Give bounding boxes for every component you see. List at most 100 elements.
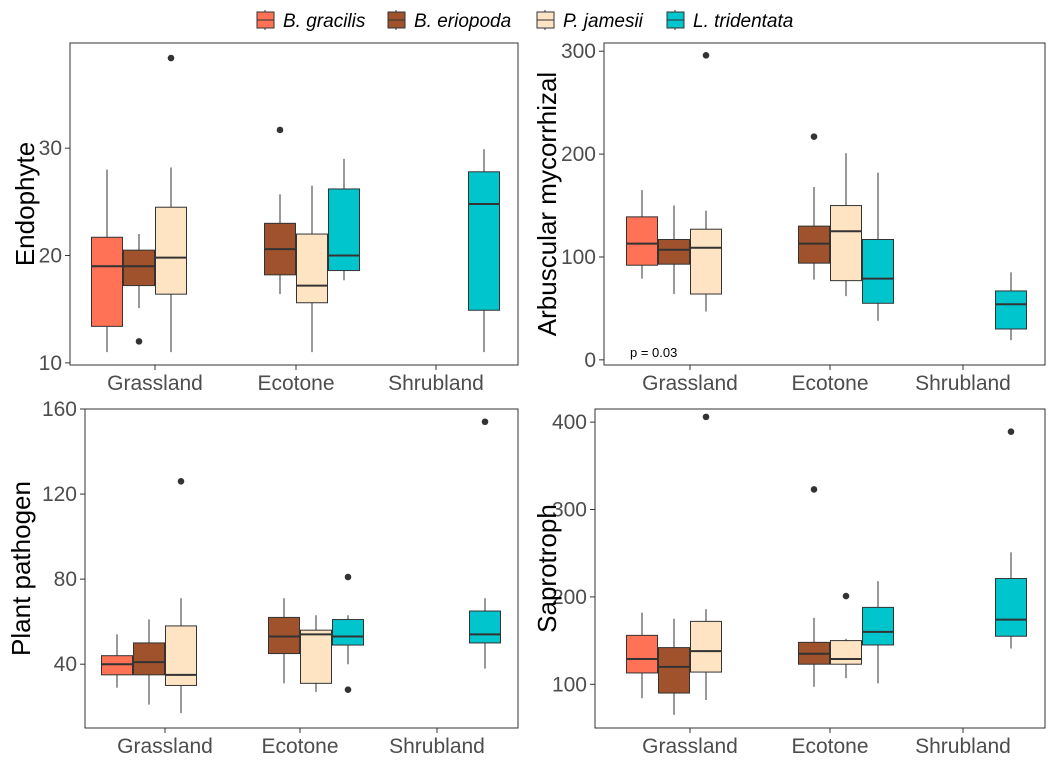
x-tick-label-shrubland: Shrubland <box>915 372 1011 395</box>
box-grassland-b-gracilis <box>101 634 133 688</box>
box-grassland-b-gracilis <box>626 612 658 699</box>
x-tick-label-shrubland: Shrubland <box>389 735 485 758</box>
x-tick-label-ecotone: Ecotone <box>257 372 334 395</box>
legend-label-b-gracilis: B. gracilis <box>283 11 366 32</box>
box-ecotone-b-eriopoda <box>798 133 830 280</box>
box-grassland-p-jamesii <box>165 478 197 714</box>
y-tick-label: 160 <box>42 398 77 421</box>
box-grassland-b-gracilis <box>91 169 123 353</box>
x-tick-label-grassland: Grassland <box>117 735 213 758</box>
legend-item-b-gracilis: B. gracilis <box>256 10 366 32</box>
box-ecotone-b-eriopoda <box>798 486 830 687</box>
iqr-box <box>690 228 722 295</box>
legend-item-p-jamesii: P. jamesii <box>536 10 644 32</box>
y-tick-label: 30 <box>39 137 62 160</box>
iqr-box <box>296 233 328 304</box>
outlier-point <box>344 573 352 581</box>
iqr-box <box>995 290 1027 330</box>
iqr-box <box>626 216 658 266</box>
y-tick-label: 200 <box>561 143 596 166</box>
x-tick-label-shrubland: Shrubland <box>915 735 1011 758</box>
iqr-box <box>626 634 658 674</box>
p-value-annotation: p = 0.03 <box>630 345 677 360</box>
iqr-box <box>658 647 690 694</box>
iqr-box <box>91 236 123 327</box>
y-axis-title: Plant pathogen <box>6 481 36 656</box>
box-ecotone-b-eriopoda <box>268 598 300 684</box>
iqr-box <box>690 620 722 673</box>
iqr-box <box>862 238 894 304</box>
iqr-box <box>798 225 830 264</box>
y-tick-label: 80 <box>54 568 77 591</box>
box-grassland-b-eriopoda <box>133 619 165 705</box>
y-tick-label: 300 <box>561 40 596 63</box>
y-tick-label: 10 <box>39 352 62 375</box>
y-axis-title: Endophyte <box>10 142 40 266</box>
plot-border <box>594 408 1046 729</box>
iqr-box <box>165 625 197 686</box>
x-tick-label-ecotone: Ecotone <box>261 735 338 758</box>
box-shrubland-l-tridentata <box>995 428 1027 649</box>
box-ecotone-l-tridentata <box>332 573 364 694</box>
plot-border <box>69 42 519 366</box>
y-tick-label: 300 <box>552 499 587 522</box>
legend-item-l-tridentata: L. tridentata <box>666 10 793 32</box>
box-ecotone-p-jamesii <box>296 185 328 353</box>
box-ecotone-b-eriopoda <box>264 126 296 295</box>
y-tick-label: 100 <box>561 246 596 269</box>
iqr-box <box>469 610 501 644</box>
box-ecotone-l-tridentata <box>328 158 360 281</box>
legend: B. gracilis B. eriopoda P. jamesii L. tr… <box>256 10 793 32</box>
box-ecotone-p-jamesii <box>300 615 332 692</box>
plot-border <box>84 408 519 729</box>
x-tick-label-ecotone: Ecotone <box>791 735 868 758</box>
outlier-point <box>276 126 284 134</box>
outlier-point <box>702 413 710 421</box>
panel-endophyte: 10 20 30 Grassland Ecotone Shrubland Endophyte <box>10 42 519 395</box>
box-grassland-b-eriopoda <box>658 618 690 715</box>
legend-label-p-jamesii: P. jamesii <box>563 11 644 32</box>
box-shrubland-l-tridentata <box>469 418 501 669</box>
x-tick-label-grassland: Grassland <box>642 372 738 395</box>
iqr-box <box>328 188 360 272</box>
x-tick-label-ecotone: Ecotone <box>791 372 868 395</box>
outlier-point <box>702 52 710 59</box>
x-tick-label-grassland: Grassland <box>642 735 738 758</box>
iqr-box <box>155 206 187 295</box>
box-grassland-b-eriopoda <box>123 234 155 345</box>
outlier-point <box>1007 428 1015 436</box>
box-ecotone-p-jamesii <box>830 153 862 297</box>
outlier-point <box>810 133 818 140</box>
panel-saprotroph: 100 200 300 400 Grassland Ecotone Shrubland Sap… <box>532 408 1046 758</box>
outlier-point <box>481 418 489 426</box>
iqr-box <box>101 655 133 676</box>
iqr-box <box>268 616 300 655</box>
outlier-point <box>167 54 175 62</box>
y-axis-title: Saprotroph <box>532 504 562 633</box>
box-grassland-p-jamesii <box>155 54 187 353</box>
iqr-box <box>862 606 894 646</box>
box-grassland-b-eriopoda <box>658 205 690 295</box>
iqr-box <box>658 238 690 265</box>
box-shrubland-l-tridentata <box>468 149 500 353</box>
box-grassland-p-jamesii <box>690 52 722 312</box>
x-tick-label-shrubland: Shrubland <box>388 372 484 395</box>
outlier-point <box>842 592 850 600</box>
iqr-box <box>468 171 500 311</box>
box-shrubland-l-tridentata <box>995 272 1027 341</box>
legend-item-b-eriopoda: B. eriopoda <box>387 10 511 32</box>
panel-arbuscular-mycorrhizal: 0 100 200 300 Grassland Ecotone Shrubland Arbus… <box>532 40 1046 395</box>
y-tick-label: 40 <box>54 653 77 676</box>
y-tick-label: 0 <box>584 349 596 372</box>
legend-label-b-eriopoda: B. eriopoda <box>414 11 511 32</box>
box-grassland-p-jamesii <box>690 413 722 701</box>
y-tick-label: 100 <box>552 673 587 696</box>
plot-border <box>603 42 1046 366</box>
y-tick-label: 200 <box>552 586 587 609</box>
box-ecotone-l-tridentata <box>862 172 894 321</box>
y-tick-label: 20 <box>39 245 62 268</box>
outlier-point <box>810 486 818 493</box>
iqr-box <box>830 205 862 282</box>
legend-label-l-tridentata: L. tridentata <box>693 11 793 32</box>
iqr-box <box>133 642 165 676</box>
